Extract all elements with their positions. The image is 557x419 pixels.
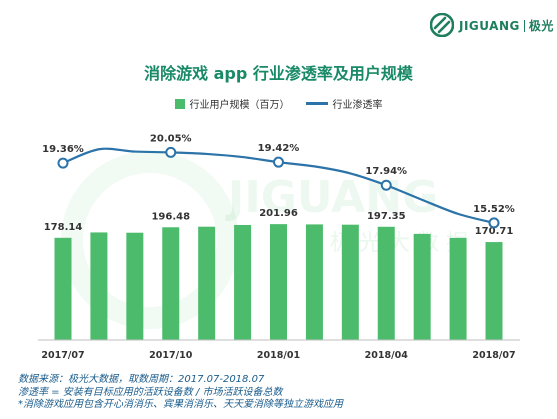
bar-users-2017/07 [54, 237, 72, 340]
bar-users-2017/08 [90, 232, 108, 340]
line-data-label: 19.36% [42, 144, 84, 155]
bar-users-2018/05 [413, 233, 431, 340]
bar-users-2018/07 [485, 242, 503, 340]
chart-legend: 行业用户规模（百万） 行业渗透率 [0, 96, 557, 111]
line-point-marker [488, 217, 500, 229]
bar-users-2017/10 [162, 227, 180, 340]
brand-separator [523, 20, 525, 32]
bar-users-2018/06 [449, 237, 467, 340]
watermark-text: JIGUANG [225, 172, 438, 223]
line-point-marker [273, 156, 284, 168]
line-data-label: 20.05% [150, 133, 192, 144]
legend-item-users: 行业用户规模（百万） [174, 96, 290, 111]
brand-logo: JIGUANG 极光 [430, 12, 554, 38]
footnotes: 数据来源：极光大数据，取数周期：2017.07-2018.07 渗透率 = 安装… [18, 374, 343, 412]
brand-sub-text: 极光 [528, 18, 554, 33]
line-point-marker [165, 146, 177, 158]
jiguang-logo-icon [430, 13, 454, 37]
bar-users-2017/09 [126, 232, 144, 340]
bar-users-2018/01 [270, 224, 287, 340]
bar-data-label: 196.48 [151, 211, 190, 222]
legend-item-penetration: 行业渗透率 [305, 96, 383, 111]
footnote-source: 数据来源：极光大数据，取数周期：2017.07-2018.07 [18, 374, 265, 385]
line-data-label: 19.42% [258, 143, 300, 154]
footnote-definition: 渗透率 = 安装有目标应用的活跃设备数 / 市场活跃设备总数 [18, 386, 283, 398]
bar-users-2018/03 [341, 224, 359, 340]
bar-users-2017/12 [234, 224, 252, 340]
watermark-logo-icon [61, 151, 239, 329]
bar-users-2017/11 [198, 226, 216, 340]
legend-line-swatch [305, 102, 328, 105]
line-data-label: 15.52% [473, 204, 515, 215]
x-tick-label: 2017/10 [149, 350, 193, 361]
x-tick-label: 2018/04 [365, 350, 409, 361]
x-tick-label: 2018/01 [257, 350, 300, 361]
bar-users-2018/04 [377, 226, 395, 340]
line-point-marker [380, 179, 392, 191]
bar-data-label: 178.14 [44, 222, 83, 233]
bar-data-label: 170.71 [475, 226, 514, 237]
x-tick-label: 2017/07 [41, 350, 84, 361]
bar-users-2018/02 [305, 224, 323, 340]
legend-bar-swatch [174, 98, 185, 109]
legend-users-label: 行业用户规模（百万） [189, 100, 290, 111]
chart-title: 消除游戏 app 行业渗透率及用户规模 [144, 64, 413, 83]
brand-name-text: JIGUANG [459, 18, 520, 33]
brand-name: JIGUANG 极光 [459, 17, 554, 34]
legend-penetration-label: 行业渗透率 [332, 100, 383, 111]
x-tick-label: 2018/07 [472, 350, 515, 361]
line-data-label: 17.94% [365, 166, 407, 177]
footnote-scope: *消除游戏应用包含开心消消乐、宾果消消乐、天天爱消除等独立游戏应用 [18, 399, 343, 410]
bar-data-label: 197.35 [367, 211, 406, 222]
line-point-marker [57, 157, 69, 169]
bar-data-label: 201.96 [259, 208, 298, 219]
